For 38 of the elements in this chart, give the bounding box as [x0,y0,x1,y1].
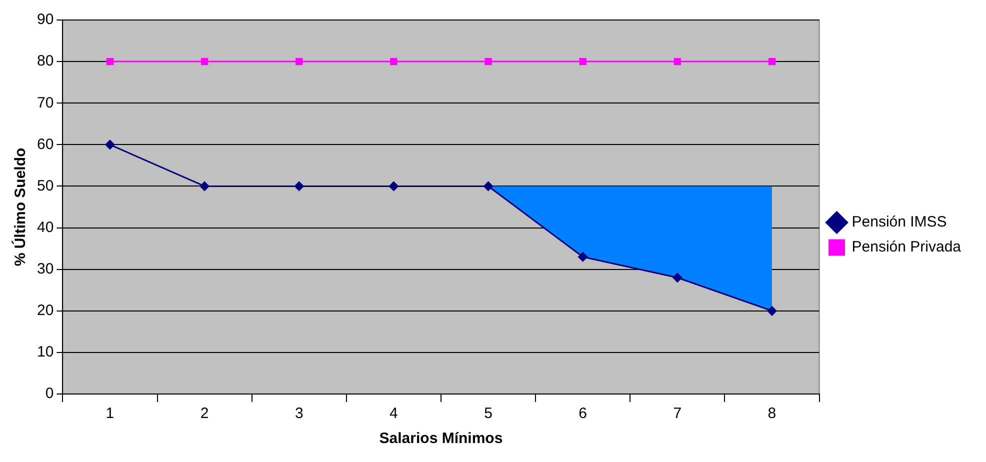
x-tick-label: 6 [578,405,588,422]
point [200,181,210,191]
point [106,58,114,66]
y-tick-label: 30 [36,260,54,278]
point [390,58,398,66]
x-axis-title: Salarios Mínimos [379,430,503,448]
x-tick-label: 3 [294,405,304,422]
y-tick-label: 50 [36,177,54,194]
y-tick-label: 90 [36,11,54,28]
point [578,252,588,262]
legend-label: Pensión IMSS [852,214,947,231]
legend-label: Pensión Privada [852,238,962,256]
y-tick-label: 40 [36,218,54,236]
point [579,58,586,66]
point [296,58,303,66]
x-tick-label: 2 [200,405,209,422]
y-tick-label: 80 [36,52,54,70]
point [200,58,208,66]
point [294,181,304,191]
point [674,58,681,66]
point [768,58,776,66]
x-tick-label: 5 [484,405,492,422]
point [484,58,492,66]
y-tick-label: 10 [36,344,54,361]
point [388,181,398,191]
x-tick-label: 4 [390,405,398,422]
point [672,272,682,282]
point [767,306,777,316]
y-tick-label: 70 [36,94,54,112]
x-tick-label: 1 [106,405,114,422]
y-tick-label: 20 [36,302,54,320]
point [105,140,115,150]
y-tick-label: 60 [36,136,54,153]
x-tick-label: 8 [768,405,776,422]
x-tick-label: 7 [673,405,682,422]
y-axis-title: % Último Sueldo [11,148,30,266]
y-tick-label: 0 [45,385,54,402]
point [484,181,494,191]
